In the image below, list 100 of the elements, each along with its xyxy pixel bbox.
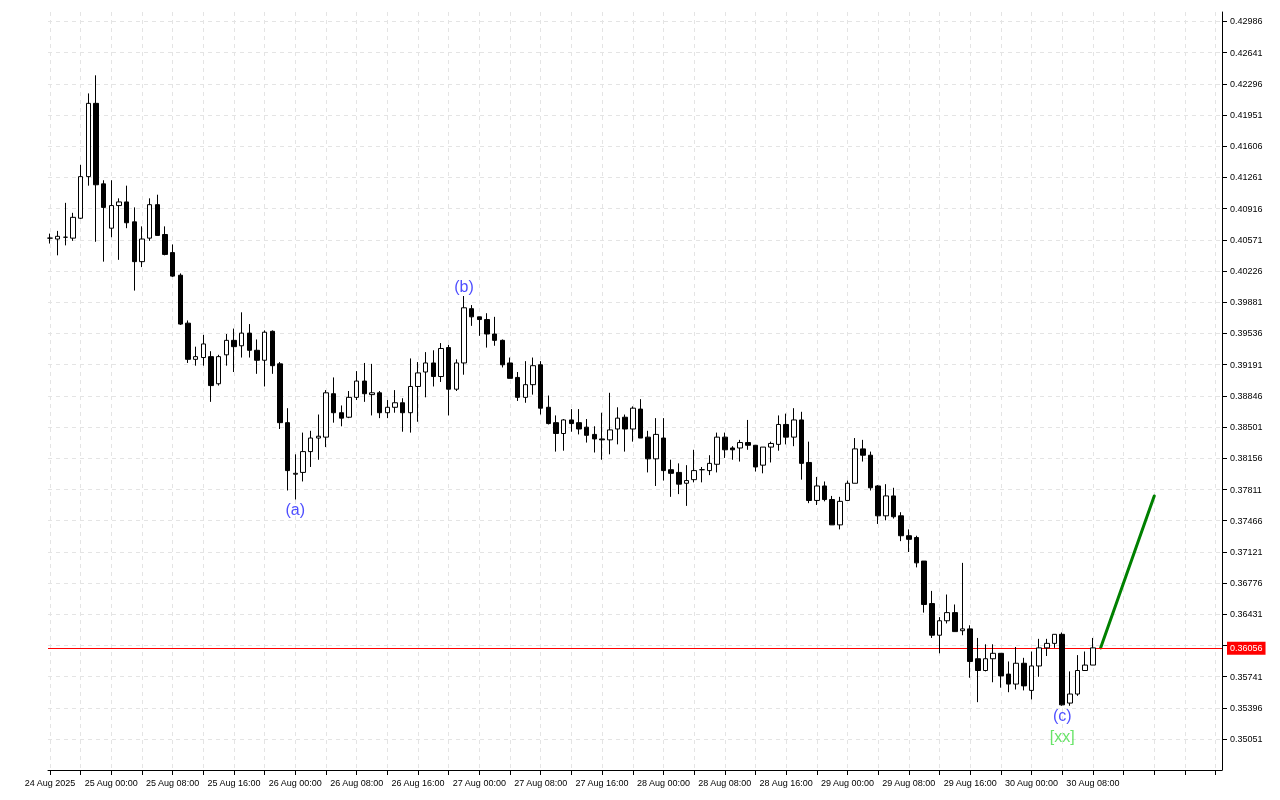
candlestick	[707, 454, 712, 476]
candlestick	[454, 358, 459, 392]
candlestick	[691, 449, 697, 483]
candlestick	[921, 560, 927, 614]
candlestick	[783, 413, 789, 445]
candlestick	[615, 406, 620, 445]
y-tick-label: 0.35741	[1230, 671, 1263, 682]
candlestick	[1006, 660, 1011, 693]
candlestick	[860, 439, 866, 463]
candlestick	[553, 414, 559, 453]
candlestick	[569, 408, 574, 433]
candlestick	[592, 425, 597, 454]
candlestick	[239, 311, 244, 359]
candlestick	[776, 414, 781, 452]
candlestick	[1090, 637, 1096, 666]
candlestick	[346, 390, 352, 419]
candlestick	[408, 357, 413, 434]
candlestick	[124, 185, 129, 229]
ref-line-label: 0.36056	[1230, 643, 1263, 654]
candlestick	[622, 414, 628, 453]
candlestick	[78, 164, 83, 220]
x-tick-label: 25 Aug 16:00	[207, 777, 261, 788]
candlestick	[967, 624, 973, 679]
candlestick	[829, 495, 835, 526]
candlestick	[116, 197, 122, 261]
candlestick	[132, 206, 137, 292]
candlestick	[293, 453, 298, 501]
candlestick	[262, 329, 267, 387]
y-tick-label: 0.37121	[1230, 546, 1263, 557]
candlestick	[492, 316, 497, 347]
x-tick-label: 26 Aug 00:00	[268, 777, 322, 788]
candlestick	[162, 225, 168, 256]
candlestick	[109, 179, 114, 238]
y-tick-label: 0.40571	[1230, 234, 1263, 245]
candlestick	[170, 243, 175, 278]
candlestick	[247, 323, 252, 359]
candlestick	[546, 395, 551, 425]
candlestick	[484, 312, 490, 349]
candlestick	[645, 430, 651, 473]
candlestick	[316, 414, 321, 461]
candlestick	[201, 334, 206, 367]
candlestick	[392, 389, 398, 414]
x-tick-label: 29 Aug 08:00	[882, 777, 936, 788]
y-tick-label: 0.39191	[1230, 359, 1263, 370]
candlestick	[852, 437, 858, 484]
candlestick	[929, 590, 935, 639]
candlestick	[323, 389, 329, 448]
candlestick	[1052, 633, 1057, 649]
x-tick-label: 30 Aug 00:00	[1005, 777, 1059, 788]
candlestick	[538, 360, 543, 416]
candlestick	[300, 432, 306, 482]
candlestick	[216, 354, 221, 387]
candlestick	[55, 230, 60, 256]
candlestick	[515, 371, 520, 402]
candlestick	[975, 637, 981, 703]
candlestick	[906, 528, 912, 553]
y-tick-label: 0.35396	[1230, 702, 1263, 713]
candlestick	[185, 319, 191, 364]
candlestick	[837, 496, 843, 530]
x-tick-label: 26 Aug 16:00	[391, 777, 445, 788]
candlestick	[431, 349, 436, 387]
candlestick	[868, 451, 873, 491]
annotation: (b)	[454, 277, 474, 295]
candlestick	[960, 562, 965, 636]
y-tick-label: 0.35051	[1230, 734, 1263, 745]
x-tick-label: 27 Aug 08:00	[514, 777, 568, 788]
y-tick-label: 0.36776	[1230, 578, 1263, 589]
candlestick	[339, 404, 344, 427]
candlestick	[714, 432, 720, 473]
candlestick	[653, 417, 659, 487]
candlestick	[1059, 632, 1065, 707]
candlestick	[1036, 638, 1042, 678]
candlestick	[400, 397, 405, 433]
candlestick	[983, 643, 988, 672]
candlestick	[638, 398, 643, 439]
candlestick	[1029, 651, 1034, 700]
y-tick-label: 0.41951	[1230, 110, 1263, 121]
y-tick-label: 0.37466	[1230, 515, 1263, 526]
x-tick-label: 24 Aug 2025	[24, 777, 76, 788]
x-tick-label: 25 Aug 00:00	[84, 777, 138, 788]
candlestick	[799, 411, 804, 481]
y-tick-label: 0.40226	[1230, 266, 1263, 277]
annotation: [xx]	[1049, 728, 1075, 746]
candlestick	[898, 511, 904, 542]
candlestick	[806, 441, 812, 504]
candlestick	[1044, 638, 1050, 657]
x-tick-label: 28 Aug 00:00	[636, 777, 690, 788]
y-tick-label: 0.39881	[1230, 297, 1263, 308]
candlestick	[845, 480, 850, 501]
candlestick	[224, 333, 229, 367]
candlestick	[354, 370, 359, 401]
candlestick	[676, 462, 682, 495]
candlestick	[369, 363, 375, 416]
y-tick-label: 0.41606	[1230, 141, 1263, 152]
candlestick	[760, 446, 766, 474]
candlestick	[668, 459, 674, 498]
candlestick	[277, 361, 283, 430]
y-tick-label: 0.41261	[1230, 172, 1263, 183]
candlestick	[101, 179, 106, 263]
candlestick	[737, 439, 743, 463]
